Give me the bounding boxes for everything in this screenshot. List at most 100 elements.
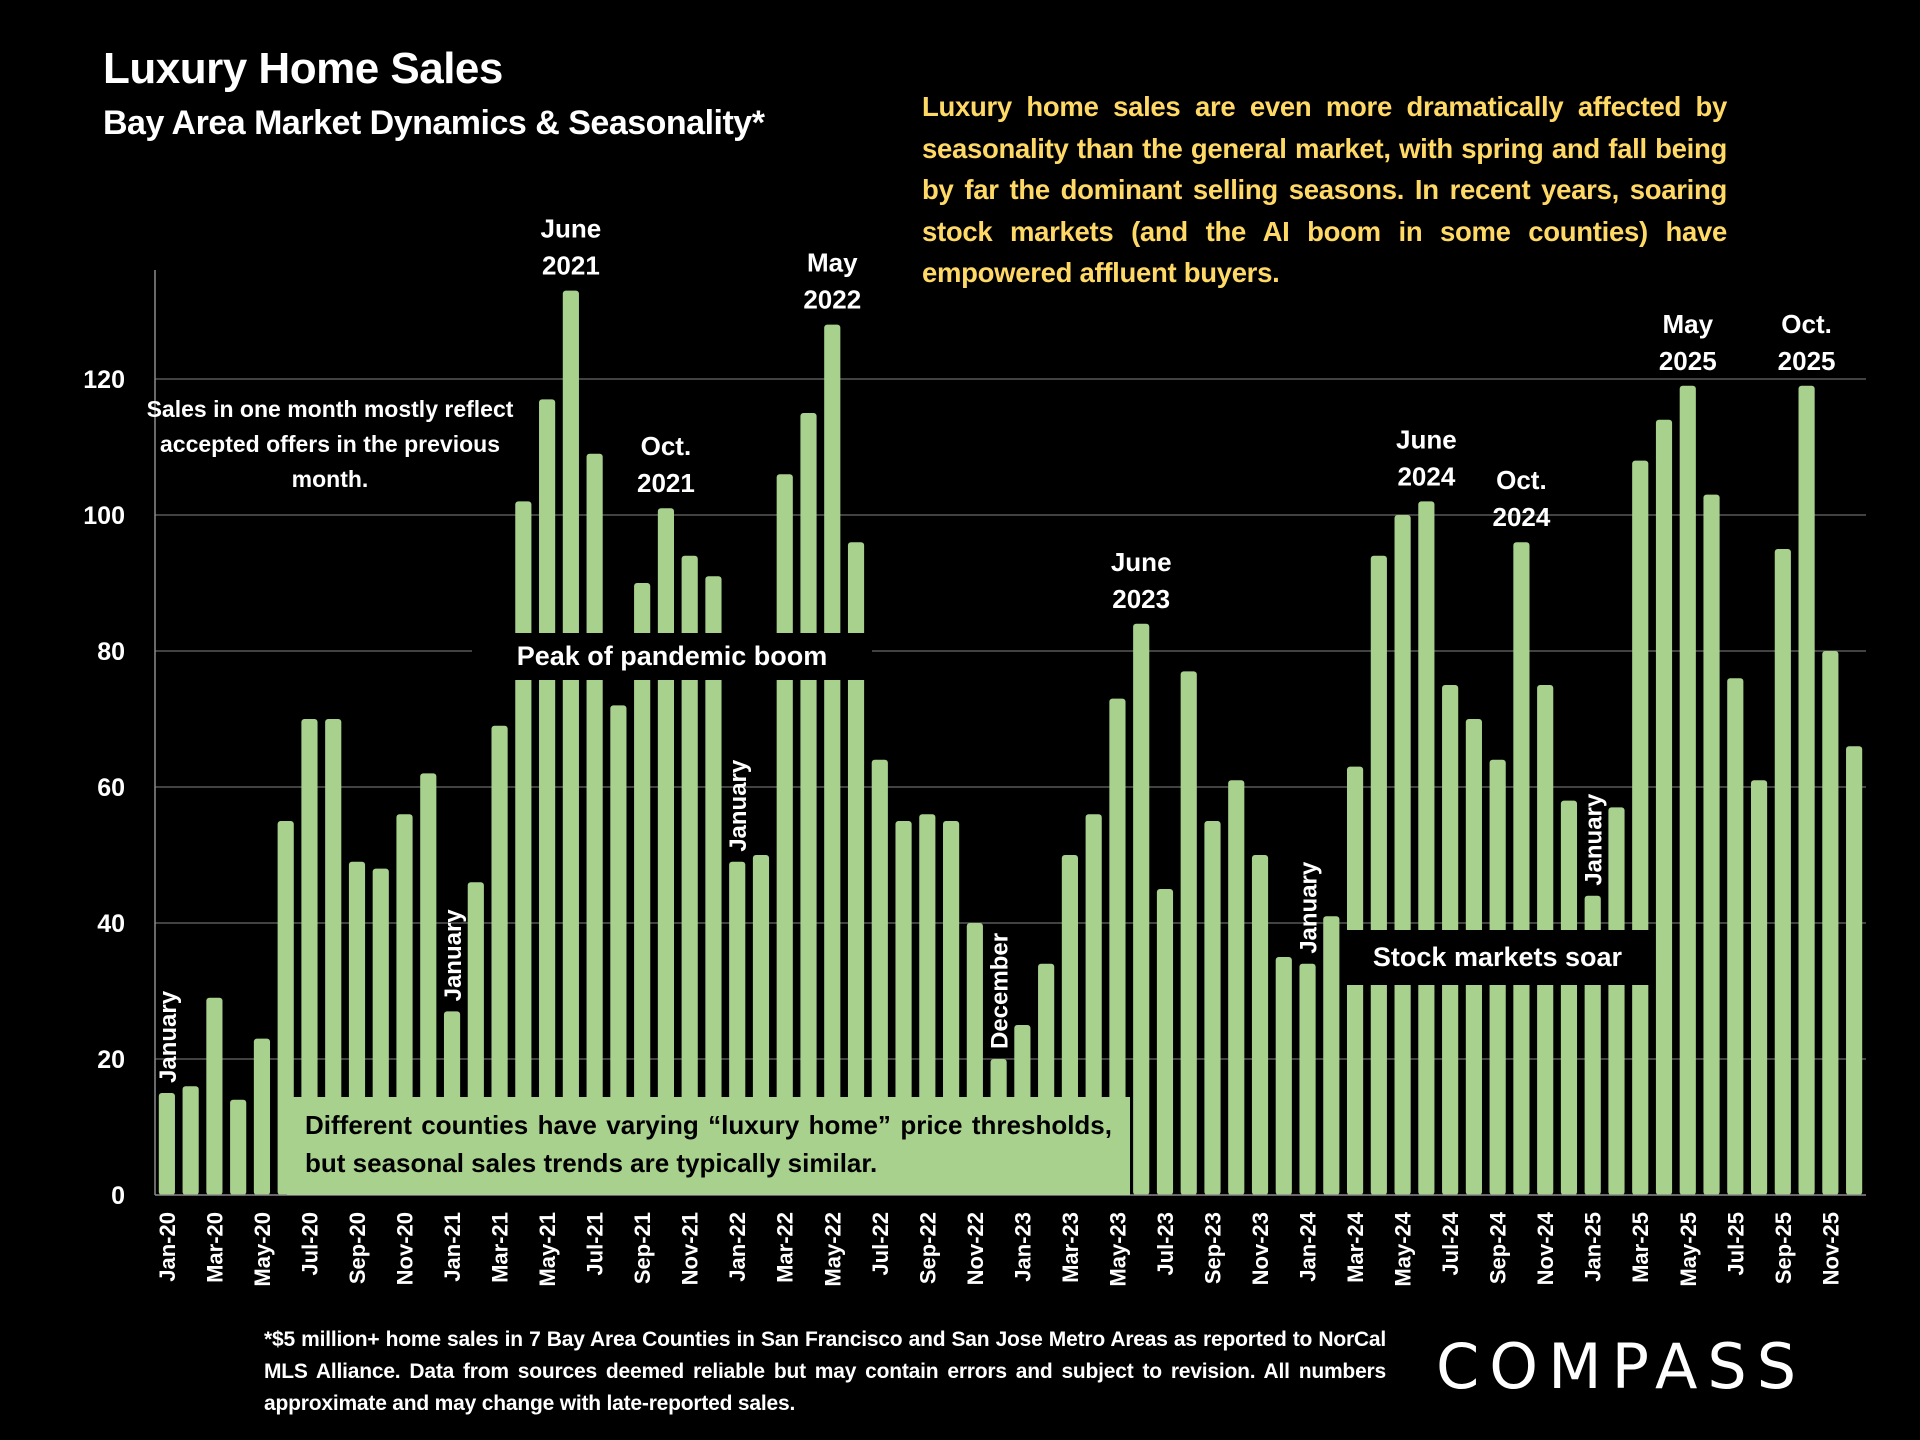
x-tick-label: Nov-24 [1533,1211,1558,1285]
annotation-label: Oct. [1496,465,1547,495]
x-tick-label: Mar-21 [488,1212,513,1283]
bar-Feb-25 [1608,807,1625,1195]
annotation-label: May [807,248,858,278]
x-tick-label: Nov-25 [1818,1212,1843,1285]
bar-Apr-20 [230,1099,247,1195]
x-tick-label: Jul-25 [1723,1212,1748,1276]
x-tick-label: Nov-22 [963,1212,988,1285]
counties-note-box: Different counties have varying “luxury … [287,1097,1130,1195]
bar-Nov-21 [681,555,698,1195]
stock-markets-band: Stock markets soar [1345,930,1650,985]
annotation-label: Oct. [1781,309,1832,339]
chart-title: Luxury Home Sales [103,44,503,93]
x-tick-label: Jul-24 [1438,1211,1463,1275]
commentary-text: Luxury home sales are even more dramatic… [922,91,1727,288]
x-tick-label: Sep-22 [915,1212,940,1284]
compass-logo: COMPASS [1436,1330,1807,1403]
annotation-label: 2021 [637,468,695,498]
bar-Apr-21 [515,501,532,1195]
annotation-label: January [440,909,467,1002]
x-tick-label: Jan-25 [1581,1212,1606,1282]
x-tick-label: Nov-21 [678,1212,703,1285]
x-tick-label: Sep-24 [1486,1211,1511,1284]
x-tick-label: Jan-20 [155,1212,180,1282]
x-tick-label: Nov-20 [393,1212,418,1285]
bar-Mar-25 [1632,460,1649,1196]
bar-Jun-24 [1418,501,1435,1195]
y-tick-label: 80 [97,638,125,666]
gridlines [155,378,1866,1060]
bar-Jul-22 [871,759,888,1195]
annotation-label: January [725,759,752,852]
y-tick-label: 20 [97,1046,125,1074]
bar-Mar-22 [776,474,793,1195]
y-axis: 0 20 40 60 80 100 120 [83,270,156,1210]
x-tick-label: May-22 [820,1212,845,1287]
bar-Aug-23 [1180,671,1197,1195]
bar-Feb-20 [182,1086,199,1195]
bar-Apr-25 [1655,419,1673,1195]
x-tick-label: May-23 [1105,1212,1130,1287]
bar-Aug-20 [325,719,342,1195]
bar-Mar-21 [491,725,508,1195]
x-tick-label: May-24 [1391,1211,1416,1286]
annotation-label: June [541,214,602,244]
x-tick-label: Jan-22 [725,1212,750,1282]
x-tick-label: Jan-23 [1010,1212,1035,1282]
x-tick-label: May-25 [1676,1212,1701,1287]
bar-Jun-22 [847,542,865,1195]
annotation-label: 2024 [1493,502,1551,532]
bar-Sep-23 [1204,821,1221,1195]
x-tick-label: Jul-23 [1153,1212,1178,1276]
y-tick-label: 0 [111,1182,125,1210]
bar-Jan-24 [1299,963,1316,1195]
bar-Apr-24 [1370,555,1387,1195]
annotations: January January June 2021 Oct. 2021 January May… [155,214,1836,1083]
bar-Oct-25 [1798,385,1815,1195]
bar-Jul-23 [1156,889,1174,1195]
x-tick-label: Mar-20 [202,1212,227,1283]
x-tick-label: Sep-23 [1200,1212,1225,1284]
x-tick-label: Mar-23 [1058,1212,1083,1283]
bar-Jul-21 [586,453,603,1195]
y-tick-label: 120 [83,366,125,394]
x-tick-label: Jul-22 [868,1212,893,1276]
bar-Feb-24 [1323,916,1340,1195]
bar-May-22 [824,324,841,1196]
bar-Oct-23 [1228,780,1245,1195]
bar-Aug-21 [610,705,627,1195]
bar-Nov-23 [1251,855,1269,1195]
bar-Dec-24 [1560,800,1578,1195]
bar-Dec-25 [1846,746,1863,1195]
annotation-label: 2021 [542,251,600,281]
bar-May-21 [539,399,556,1195]
annotation-label: December [987,933,1014,1049]
annotation-label: 2024 [1397,461,1455,491]
x-tick-label: May-20 [250,1212,275,1287]
bar-Dec-21 [705,576,722,1195]
annotation-label: 2025 [1778,346,1836,376]
bar-Jun-25 [1703,494,1720,1196]
annotation-label: June [1396,424,1457,454]
bar-Mar-20 [206,997,223,1195]
x-tick-label: Sep-20 [345,1212,370,1284]
x-tick-label: Jan-21 [440,1212,465,1282]
bar-Sep-25 [1774,549,1791,1195]
annotation-label: 2022 [803,285,861,315]
x-tick-label: Jul-20 [297,1212,322,1276]
bar-Jun-23 [1133,623,1150,1195]
bar-Aug-25 [1750,780,1768,1195]
bar-Dec-23 [1275,957,1292,1195]
offers-note: Sales in one month mostly reflect accept… [146,396,514,492]
x-tick-label: Jul-21 [583,1212,608,1276]
annotation-label: January [1296,861,1323,954]
x-tick-label: Nov-23 [1248,1212,1273,1285]
footnote: *$5 million+ home sales in 7 Bay Area Co… [264,1328,1386,1415]
y-tick-label: 60 [97,774,125,802]
annotation-label: January [155,990,182,1083]
x-tick-label: May-21 [535,1212,560,1287]
annotation-label: January [1581,793,1608,886]
bar-Nov-25 [1822,651,1839,1195]
bar-Dec-20 [420,773,437,1195]
